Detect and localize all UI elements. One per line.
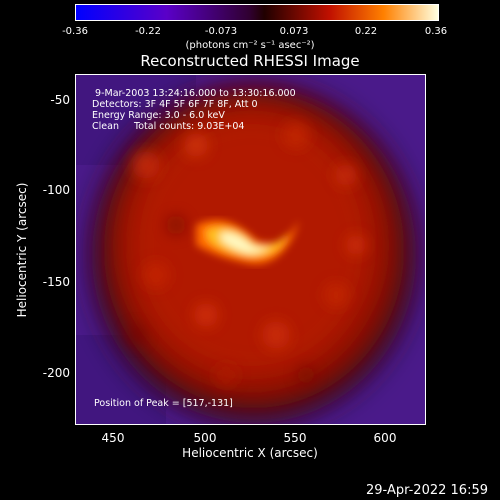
time-range-label: 9-Mar-2003 13:24:16.000 to 13:30:16.000 [92, 88, 296, 99]
y-axis-label: Heliocentric Y (arcsec) [15, 182, 29, 318]
x-tick-label: 450 [101, 431, 125, 445]
colorbar-tick: -0.36 [62, 26, 88, 37]
colorbar-tick: 0.22 [354, 26, 378, 37]
colorbar-tick: -0.073 [204, 26, 238, 37]
x-tick-label: 600 [373, 431, 397, 445]
peak-position-label: Position of Peak = [517,-131] [94, 398, 233, 409]
y-tick-label: -150 [42, 275, 70, 289]
x-tick-label: 500 [193, 431, 217, 445]
clean-counts-label: Clean Total counts: 9.03E+04 [92, 121, 245, 132]
x-axis-label: Heliocentric X (arcsec) [182, 446, 318, 460]
y-tick-label: -100 [42, 183, 70, 197]
colorbar-tick: 0.36 [424, 26, 448, 37]
solar-image [75, 74, 426, 425]
plot-title: Reconstructed RHESSI Image [140, 52, 360, 70]
energy-range-label: Energy Range: 3.0 - 6.0 keV [92, 110, 225, 121]
y-tick-label: -50 [50, 93, 70, 107]
colorbar-tick: 0.073 [279, 26, 309, 37]
y-tick-label: -200 [42, 366, 70, 380]
colorbar-tick: -0.22 [135, 26, 161, 37]
x-tick-label: 550 [283, 431, 307, 445]
detectors-label: Detectors: 3F 4F 5F 6F 7F 8F, Att 0 [92, 99, 258, 110]
colorbar-units: (photons cm⁻² s⁻¹ asec⁻²) [185, 40, 315, 51]
timestamp: 29-Apr-2022 16:59 [366, 483, 488, 498]
colorbar [75, 4, 439, 21]
